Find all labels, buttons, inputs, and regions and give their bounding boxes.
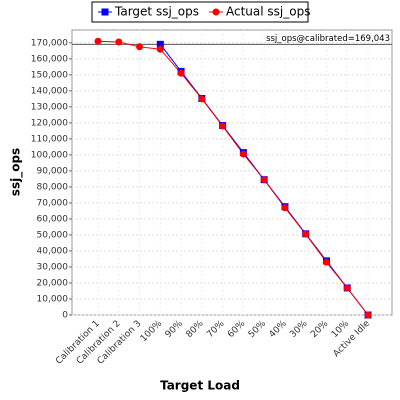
y-tick-label: 80,000 (37, 182, 69, 192)
y-tick-label: 60,000 (37, 214, 69, 224)
y-tick-label: 20,000 (37, 278, 69, 288)
legend-marker (101, 8, 109, 16)
marker (94, 37, 102, 45)
y-tick-label: 90,000 (37, 166, 69, 176)
y-tick-label: 120,000 (31, 118, 68, 128)
marker (302, 230, 310, 238)
y-tick-label: 70,000 (37, 198, 69, 208)
marker (136, 43, 144, 51)
marker (198, 95, 206, 103)
reference-label: ssj_ops@calibrated=169,043 (266, 34, 390, 44)
y-tick-label: 50,000 (37, 230, 69, 240)
y-tick-label: 40,000 (37, 246, 69, 256)
x-tick-label: 50% (247, 319, 269, 341)
legend-label: Target ssj_ops (114, 5, 199, 19)
y-tick-label: 140,000 (31, 86, 68, 96)
y-tick-label: 160,000 (31, 54, 68, 64)
y-tick-label: 170,000 (31, 38, 68, 48)
x-tick-label: 30% (288, 319, 310, 341)
marker (322, 258, 330, 266)
x-tick-label: 20% (309, 319, 331, 341)
y-tick-label: 30,000 (37, 262, 69, 272)
legend-label: Actual ssj_ops (226, 5, 310, 19)
x-tick-label: 100% (139, 319, 165, 345)
marker (177, 69, 185, 77)
marker (364, 311, 372, 319)
legend-marker (212, 8, 220, 16)
y-tick-label: 100,000 (31, 150, 68, 160)
y-tick-label: 150,000 (31, 70, 68, 80)
marker (156, 40, 164, 48)
marker (115, 38, 123, 46)
y-tick-label: 0 (62, 311, 68, 321)
legend: Target ssj_ops Actual ssj_ops (91, 1, 310, 23)
x-tick-label: 70% (205, 319, 227, 341)
marker (156, 45, 164, 53)
legend-box (91, 1, 309, 23)
y-tick-label: 10,000 (37, 294, 69, 304)
marker (281, 204, 289, 212)
marker (260, 176, 268, 184)
y-tick-label: 130,000 (31, 102, 68, 112)
x-axis-label: Target Load (160, 379, 240, 393)
x-tick-label: 60% (226, 319, 248, 341)
marker (239, 150, 247, 158)
marker (219, 122, 227, 130)
x-tick-label: 40% (268, 319, 290, 341)
y-axis-label: ssj_ops (9, 148, 24, 196)
marker (343, 284, 351, 292)
x-tick-label: 80% (185, 319, 207, 341)
y-tick-label: 110,000 (31, 134, 68, 144)
x-tick-label: 90% (164, 319, 186, 341)
plot-area (71, 29, 393, 316)
